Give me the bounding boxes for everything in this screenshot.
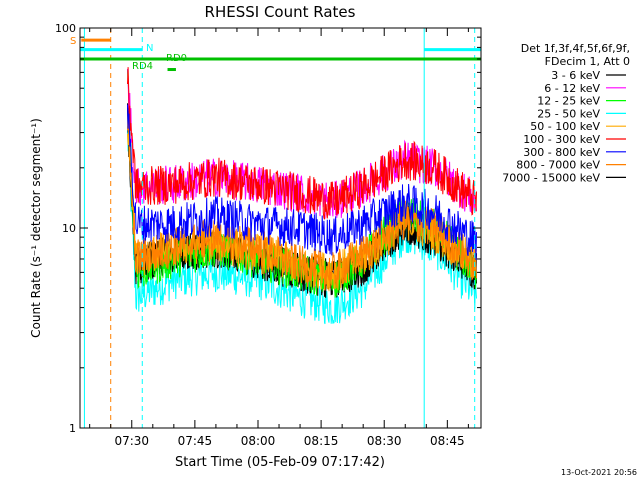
x-tick-label: 08:45 — [430, 434, 465, 448]
chart-title: RHESSI Count Rates — [205, 3, 356, 21]
annotation-rd4: RD4 — [132, 61, 153, 72]
x-tick-label: 08:15 — [304, 434, 339, 448]
annotation-rd0: RD0 — [166, 53, 187, 64]
legend-label-4: 50 - 100 keV — [530, 120, 600, 133]
series-layer — [127, 67, 477, 325]
x-tick-label: 07:30 — [114, 434, 149, 448]
footer-timestamp: 13-Oct-2021 20:56 — [561, 468, 637, 477]
annotation-n: N — [146, 43, 153, 54]
x-tick-label: 07:45 — [178, 434, 213, 448]
axis-ticks-layer: 1 10 100 07:30 07:45 08:00 08:15 08:30 08:45 — [55, 22, 481, 448]
legend-label-1: 6 - 12 keV — [544, 82, 600, 95]
y-tick-label: 100 — [55, 22, 76, 35]
legend-label-6: 300 - 800 keV — [523, 146, 600, 159]
series-line-6 — [127, 103, 477, 261]
y-tick-label: 10 — [62, 222, 76, 235]
y-tick-label: 1 — [69, 422, 76, 435]
x-axis-label: Start Time (05-Feb-09 07:17:42) — [175, 455, 385, 470]
x-tick-label: 08:30 — [367, 434, 402, 448]
x-tick-label: 08:00 — [241, 434, 276, 448]
series-line-5 — [127, 67, 477, 220]
legend-label-3: 25 - 50 keV — [537, 107, 600, 120]
legend-label-2: 12 - 25 keV — [537, 95, 600, 108]
y-axis-label: Count Rate (s⁻¹ detector segment⁻¹) — [29, 118, 43, 338]
series-line-1 — [127, 68, 477, 219]
legend-label-8: 7000 - 15000 keV — [502, 171, 600, 184]
legend-header-line-2: FDecim 1, Att 0 — [545, 55, 630, 68]
flag-bars-layer — [80, 38, 481, 72]
legend-label-7: 800 - 7000 keV — [516, 159, 600, 172]
legend-label-5: 100 - 300 keV — [523, 133, 600, 146]
annotation-s: S — [70, 36, 76, 47]
legend-header-line-1: Det 1f,3f,4f,5f,6f,9f, — [521, 42, 630, 55]
legend-label-0: 3 - 6 keV — [551, 69, 600, 82]
